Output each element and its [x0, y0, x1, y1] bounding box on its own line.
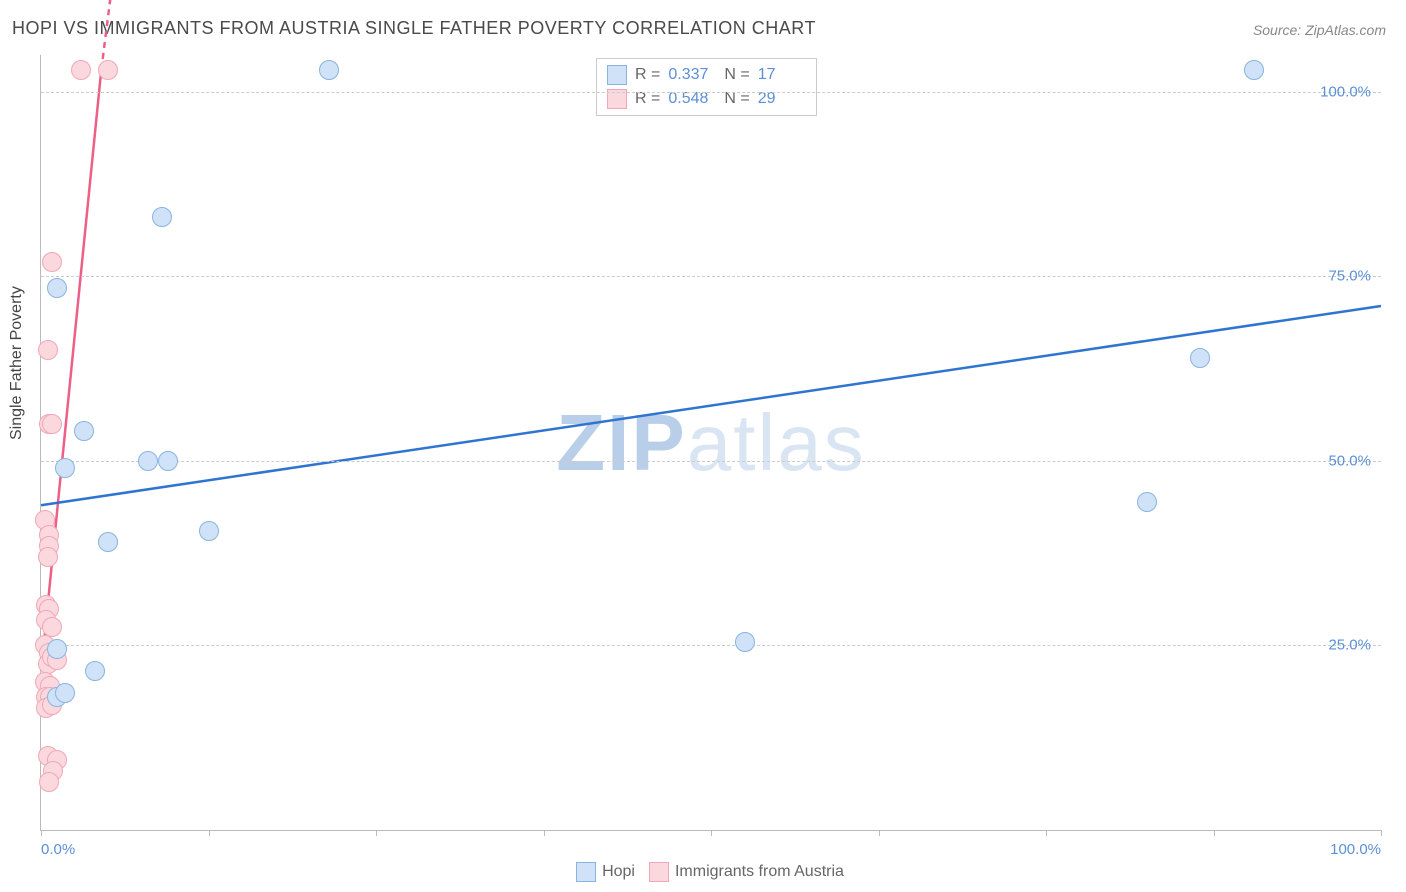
point-hopi	[735, 632, 755, 652]
x-tick-label-right: 100.0%	[1330, 841, 1381, 858]
y-tick-label: 100.0%	[1320, 83, 1371, 100]
gridline-h	[41, 461, 1381, 462]
gridline-h	[41, 92, 1381, 93]
gridline-h	[41, 645, 1381, 646]
x-tick	[376, 830, 377, 836]
x-tick	[711, 830, 712, 836]
n-value: 17	[758, 63, 806, 87]
point-hopi	[1190, 348, 1210, 368]
r-value: 0.337	[668, 63, 716, 87]
legend-swatch-austria	[649, 862, 669, 882]
point-austria	[38, 340, 58, 360]
point-hopi	[1137, 492, 1157, 512]
point-austria	[39, 772, 59, 792]
r-label: R =	[635, 63, 660, 87]
x-tick-label-left: 0.0%	[41, 841, 75, 858]
y-tick-label: 50.0%	[1328, 452, 1371, 469]
point-hopi	[98, 532, 118, 552]
point-hopi	[152, 207, 172, 227]
point-hopi	[199, 521, 219, 541]
legend-swatch-hopi	[576, 862, 596, 882]
gridline-h	[41, 276, 1381, 277]
x-tick	[1381, 830, 1382, 836]
plot-area: ZIPatlas R = 0.337 N = 17 R = 0.548 N = 29 25.0…	[40, 55, 1381, 831]
correlation-legend: R = 0.337 N = 17 R = 0.548 N = 29	[596, 58, 817, 116]
legend-label-austria: Immigrants from Austria	[675, 863, 844, 880]
point-austria	[98, 60, 118, 80]
chart-title: HOPI VS IMMIGRANTS FROM AUSTRIA SINGLE F…	[12, 18, 816, 39]
y-tick-label: 75.0%	[1328, 268, 1371, 285]
point-hopi	[1244, 60, 1264, 80]
point-austria	[71, 60, 91, 80]
x-tick	[41, 830, 42, 836]
point-hopi	[74, 421, 94, 441]
point-hopi	[138, 451, 158, 471]
y-axis-label: Single Father Poverty	[8, 286, 26, 440]
point-austria	[42, 414, 62, 434]
point-austria	[42, 252, 62, 272]
watermark: ZIPatlas	[556, 397, 865, 489]
legend-rn-row: R = 0.337 N = 17	[607, 63, 806, 87]
point-hopi	[55, 683, 75, 703]
legend-swatch	[607, 65, 627, 85]
point-hopi	[158, 451, 178, 471]
r-label: R =	[635, 87, 660, 111]
legend-label-hopi: Hopi	[602, 863, 635, 880]
x-tick	[209, 830, 210, 836]
point-hopi	[85, 661, 105, 681]
point-austria	[38, 547, 58, 567]
trend-lines-svg	[41, 55, 1381, 830]
point-hopi	[47, 278, 67, 298]
x-tick	[1214, 830, 1215, 836]
r-value: 0.548	[668, 87, 716, 111]
x-tick	[544, 830, 545, 836]
source-label: Source: ZipAtlas.com	[1253, 22, 1386, 38]
point-hopi	[47, 639, 67, 659]
n-label: N =	[724, 87, 749, 111]
series-legend: Hopi Immigrants from Austria	[0, 862, 1406, 882]
legend-rn-row: R = 0.548 N = 29	[607, 87, 806, 111]
y-tick-label: 25.0%	[1328, 637, 1371, 654]
x-tick	[879, 830, 880, 836]
point-austria	[42, 617, 62, 637]
n-label: N =	[724, 63, 749, 87]
point-hopi	[55, 458, 75, 478]
n-value: 29	[758, 87, 806, 111]
x-tick	[1046, 830, 1047, 836]
point-hopi	[319, 60, 339, 80]
